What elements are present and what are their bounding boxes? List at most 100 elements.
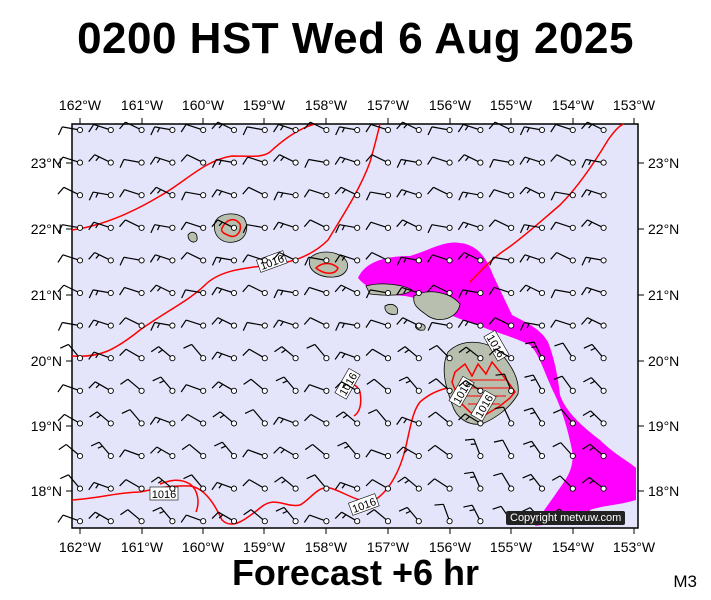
- wind-barb: [90, 441, 114, 460]
- wind-barb: [181, 191, 207, 201]
- wind-barb: [306, 343, 330, 362]
- wind-barb: [553, 408, 576, 427]
- wind-barb: [525, 341, 546, 362]
- wind-barb: [427, 444, 453, 460]
- wind-barb: [582, 443, 607, 460]
- wind-barb: [273, 416, 299, 427]
- wind-barb: [335, 321, 361, 331]
- wind-barb: [119, 121, 145, 134]
- wind-barb: [274, 476, 299, 492]
- lon-tick-label: 156°W: [429, 539, 472, 555]
- wind-barb: [273, 289, 299, 299]
- wind-barb: [242, 284, 268, 297]
- wind-barb: [365, 289, 392, 299]
- wind-barb: [57, 224, 84, 234]
- wind-barb: [60, 474, 84, 492]
- wind-barb: [550, 319, 576, 329]
- wind-barb: [365, 191, 392, 201]
- lanai: [384, 304, 399, 315]
- wind-barb: [244, 409, 268, 427]
- wind-barb: [275, 506, 299, 525]
- wind-barb: [88, 381, 114, 394]
- wind-barb: [365, 251, 392, 264]
- wind-barb: [242, 479, 268, 492]
- wind-barb: [152, 506, 176, 525]
- wind-barb: [489, 158, 515, 168]
- lon-tick-label: 154°W: [552, 539, 595, 555]
- wind-barb: [334, 381, 361, 394]
- wind-barb: [464, 471, 484, 492]
- wind-barb: [365, 154, 392, 166]
- wind-barb: [427, 224, 453, 234]
- wind-barb: [57, 254, 84, 264]
- wind-barb: [243, 509, 268, 525]
- lon-tick-label: 155°W: [490, 539, 533, 555]
- wind-barb: [211, 158, 238, 168]
- wind-barb: [493, 472, 515, 492]
- wind-barb: [119, 286, 145, 297]
- wind-barb: [519, 254, 546, 264]
- wind-barb: [365, 319, 392, 329]
- wind-barb: [149, 254, 176, 264]
- wind-barb: [396, 219, 422, 231]
- precip-band: [358, 242, 636, 526]
- lon-tick-label: 160°W: [182, 539, 225, 555]
- wind-barb: [304, 158, 330, 168]
- wind-barb: [119, 317, 145, 329]
- wind-barb: [553, 375, 576, 394]
- wind-barb: [119, 256, 145, 266]
- wind-barb: [550, 221, 576, 231]
- wind-barb: [57, 384, 84, 394]
- wind-barb: [464, 438, 484, 460]
- wind-barb: [398, 376, 422, 394]
- wind-barb: [581, 121, 607, 134]
- wind-barb: [458, 379, 484, 394]
- wind-barb: [427, 156, 453, 166]
- wind-barb: [457, 251, 484, 264]
- wind-barb: [463, 504, 484, 525]
- wind-barb: [552, 442, 576, 460]
- wind-barb: [88, 154, 114, 166]
- lat-tick-label: 21°N: [31, 287, 62, 303]
- wind-barb: [303, 121, 330, 134]
- lon-tick-label: 157°W: [367, 97, 410, 113]
- wind-barb: [488, 219, 515, 231]
- wind-barb: [242, 186, 268, 199]
- wind-barb: [551, 475, 576, 492]
- wind-barb: [274, 346, 299, 362]
- wind-barb: [150, 446, 176, 460]
- wind-barb: [214, 441, 238, 460]
- wind-barb: [581, 158, 607, 168]
- wind-barb: [60, 343, 84, 362]
- wind-barb: [180, 384, 207, 394]
- wind-barb: [334, 511, 361, 525]
- wind-barb: [428, 344, 453, 362]
- wind-barb: [211, 121, 238, 134]
- wind-barb: [211, 511, 238, 525]
- lon-tick-label: 158°W: [305, 539, 348, 555]
- wind-barb: [524, 374, 546, 394]
- wind-barb: [427, 284, 453, 297]
- wind-barb: [458, 346, 484, 362]
- lon-tick-label: 155°W: [490, 97, 533, 113]
- wind-barb: [398, 506, 422, 525]
- wind-barb: [427, 321, 453, 331]
- wind-barb: [304, 443, 330, 460]
- lat-tick-label: 19°N: [31, 418, 62, 434]
- wind-barb: [303, 514, 330, 525]
- wind-barb: [519, 224, 546, 234]
- lat-tick-label: 21°N: [648, 287, 679, 303]
- wind-barb: [180, 514, 207, 525]
- map-title: 0200 HST Wed 6 Aug 2025: [77, 14, 634, 63]
- wind-barb: [494, 406, 515, 427]
- wind-barb: [273, 154, 299, 166]
- wind-barb: [181, 443, 207, 460]
- wind-barb: [397, 476, 422, 492]
- wind-barb: [396, 317, 422, 329]
- wind-barb: [303, 317, 330, 329]
- wind-barb: [365, 479, 392, 492]
- wind-barb: [180, 413, 207, 427]
- wind-barb: [242, 449, 268, 460]
- wind-barb: [273, 251, 299, 264]
- wind-barb: [242, 321, 268, 331]
